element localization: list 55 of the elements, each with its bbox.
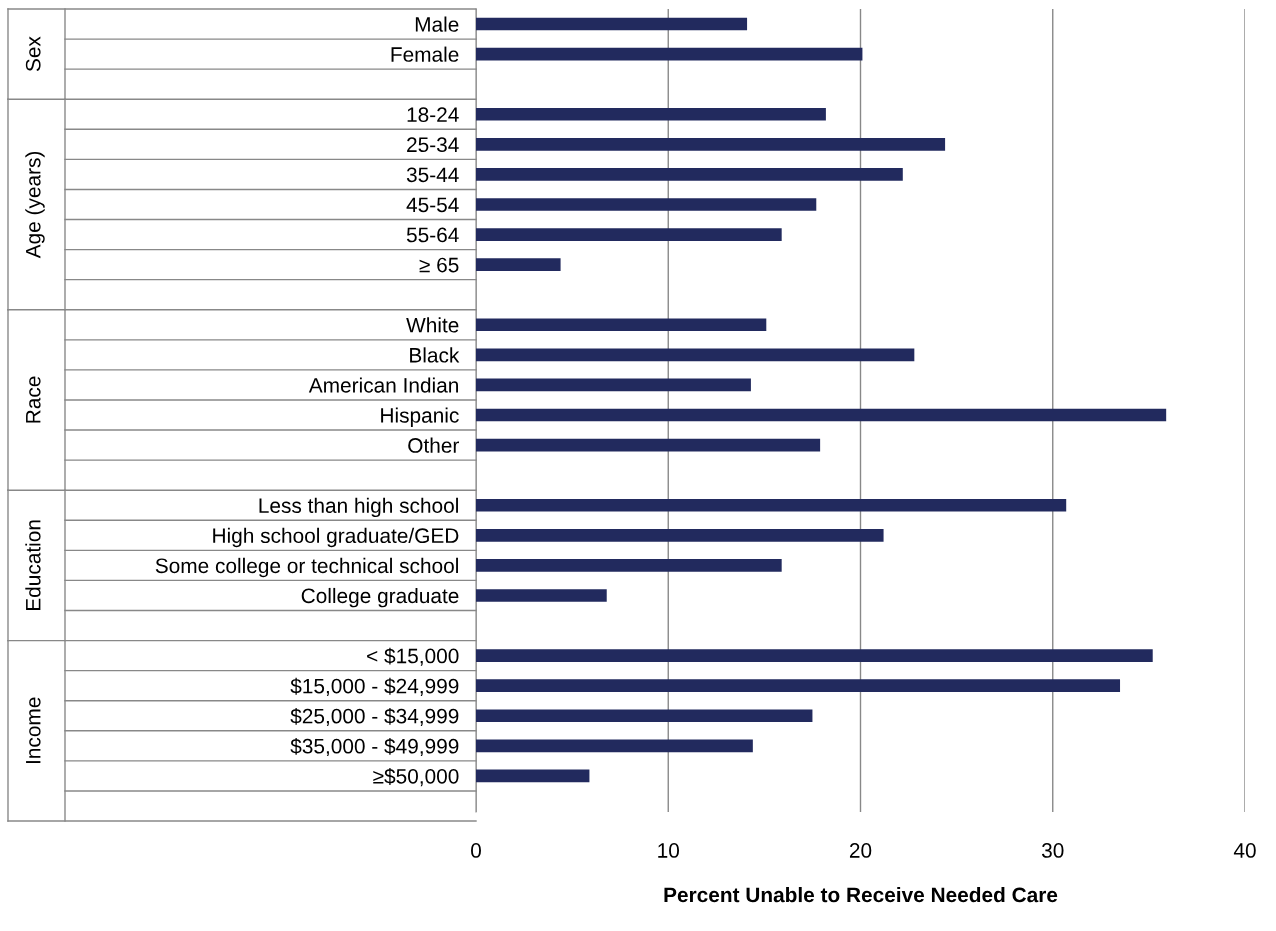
bar [476, 348, 915, 362]
y-tick-label: ≥ 65 [419, 257, 459, 273]
text: Age (years) [25, 151, 45, 259]
y-tick-label: $25,000 - $34,999 [290, 707, 459, 726]
y-tick-label: College graduate [301, 587, 459, 608]
x-tick-label: 0 [471, 843, 481, 858]
y-tick-label: 18-24 [407, 107, 459, 123]
y-tick-label: 35-44 [406, 167, 459, 183]
bar [476, 47, 863, 61]
bar [476, 17, 748, 31]
x-axis-title: Percent Unable to Receive Needed Care [664, 886, 1058, 903]
y-tick-label: Male [415, 16, 459, 32]
x-tick-label: 10 [658, 843, 680, 858]
bar [476, 709, 813, 723]
bar [476, 529, 884, 542]
y-tick-label: Other [408, 437, 459, 453]
y-tick-label: $35,000 - $49,999 [290, 737, 459, 757]
text: Race [26, 376, 41, 423]
y-tick-label: 55-64 [406, 227, 459, 243]
bar [476, 649, 1153, 662]
x-tick-label: 30 [1041, 843, 1064, 858]
bar [476, 378, 751, 392]
bar [476, 258, 561, 271]
bar [476, 408, 1167, 422]
bar [476, 318, 767, 332]
x-tick-label: 40 [1233, 843, 1256, 858]
y-tick-label: $15,000 - $24,999 [290, 677, 459, 696]
text: Income [26, 697, 41, 764]
y-tick-label: 25-34 [407, 137, 459, 153]
bar [476, 589, 607, 602]
y-tick-label: High school graduate/GED [213, 527, 459, 548]
text: Education [25, 520, 41, 610]
x-tick-label: 20 [849, 843, 872, 858]
y-tick-label: Less than high school [259, 497, 458, 518]
bar [476, 769, 590, 783]
y-tick-label: < $15,000 [367, 647, 459, 666]
bar [476, 679, 1121, 692]
y-tick-label: 45-54 [406, 197, 459, 213]
bar [476, 138, 946, 151]
y-tick-label: American Indian [308, 377, 458, 393]
y-tick-label: White [406, 317, 459, 333]
y-tick-label: ≥$50,000 [373, 768, 459, 787]
bar [476, 198, 817, 211]
bar [476, 228, 782, 241]
y-tick-label: Hispanic [381, 407, 459, 427]
bar [476, 498, 1067, 512]
y-tick-label: Black [410, 347, 460, 363]
y-tick-label: Some college or technical school [155, 557, 458, 578]
bar [476, 559, 782, 572]
bar [476, 438, 821, 452]
bar [476, 739, 753, 753]
y-tick-label: Female [391, 46, 459, 62]
text: Sex [25, 36, 41, 72]
bar [476, 107, 826, 121]
bar [476, 168, 903, 181]
